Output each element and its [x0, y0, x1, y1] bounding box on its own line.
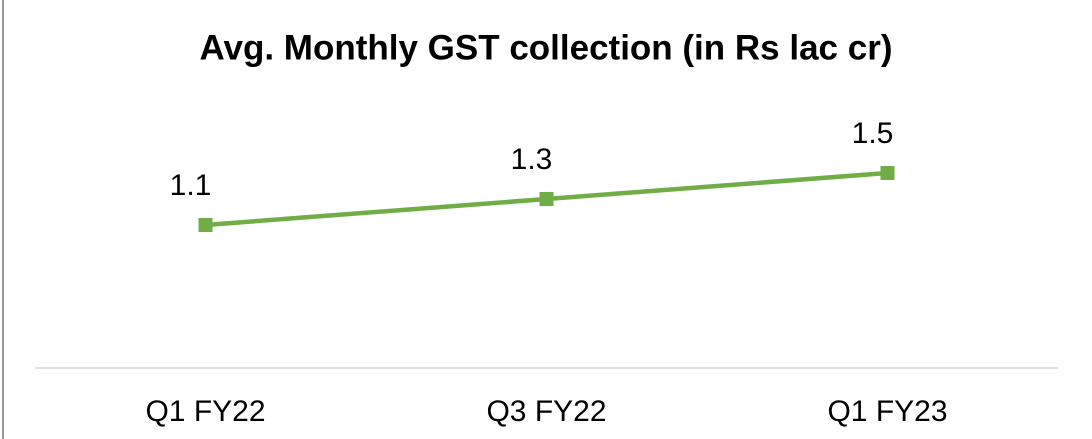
data-label: 1.3	[511, 143, 553, 176]
data-point	[880, 166, 895, 180]
data-point	[198, 218, 213, 232]
data-label: 1.5	[852, 117, 894, 150]
chart-title: Avg. Monthly GST collection (in Rs lac c…	[200, 28, 893, 67]
x-tick-label: Q1 FY22	[145, 395, 265, 428]
x-tick-label: Q3 FY22	[486, 395, 606, 428]
data-label: 1.1	[170, 169, 212, 202]
data-point	[539, 192, 554, 206]
x-tick-label: Q1 FY23	[827, 395, 947, 428]
